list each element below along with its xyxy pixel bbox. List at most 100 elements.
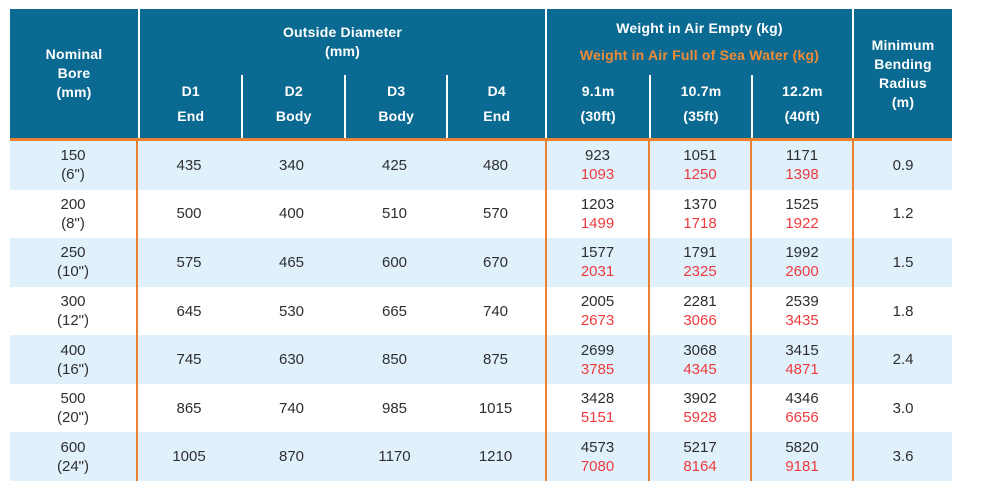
cell-weight-12-2m: 3415 4871 bbox=[750, 335, 852, 384]
weight-full-value: 1093 bbox=[580, 166, 615, 184]
table-row: 500 (20") 865 740 985 1015 3428 5151 390… bbox=[10, 383, 952, 433]
weight-subheaders: 9.1m (30ft) 10.7m (35ft) 12.2m (40ft) bbox=[547, 75, 852, 138]
subheader-d3-position: Body bbox=[378, 108, 415, 125]
weight-full-value: 2031 bbox=[580, 263, 615, 281]
table-row: 200 (8") 500 400 510 570 1203 1499 1370 … bbox=[10, 189, 952, 239]
cell-weight-9-1m: 1203 1499 bbox=[545, 189, 648, 239]
cell-weight-12-2m: 1525 1922 bbox=[750, 189, 852, 239]
cell-weight-10-7m: 5217 8164 bbox=[648, 432, 750, 482]
cell-weight-10-7m: 3068 4345 bbox=[648, 335, 750, 384]
subheader-length-10-7m-metres: 10.7m bbox=[680, 82, 722, 99]
cell-min-bending-radius: 1.5 bbox=[852, 238, 952, 287]
weight-full-value: 3066 bbox=[683, 312, 717, 330]
weight-empty-value: 5217 bbox=[683, 438, 717, 456]
weight-empty-value: 1171 bbox=[785, 147, 819, 165]
table-row: 250 (10") 575 465 600 670 1577 2031 1791… bbox=[10, 238, 952, 287]
cell-weight-12-2m: 1992 2600 bbox=[750, 238, 852, 287]
table-body: 150 (6") 435 340 425 480 923 1093 1051 1… bbox=[10, 141, 952, 482]
weight-full-value: 2325 bbox=[683, 263, 717, 281]
header-separator-rule bbox=[10, 138, 952, 141]
subheader-length-12-2m-metres: 12.2m bbox=[781, 82, 823, 99]
cell-weight-10-7m: 2281 3066 bbox=[648, 286, 750, 336]
weight-full-value: 3435 bbox=[785, 312, 819, 330]
subheader-length-12-2m: 12.2m (40ft) bbox=[750, 75, 852, 138]
weight-full-value: 3785 bbox=[580, 360, 615, 378]
subheader-length-12-2m-feet: (40ft) bbox=[784, 108, 821, 125]
weight-empty-value: 5820 bbox=[785, 438, 819, 456]
cell-d4: 670 bbox=[482, 253, 509, 271]
cell-min-bending-radius: 3.6 bbox=[852, 432, 952, 482]
cell-d2: 630 bbox=[278, 351, 305, 369]
cell-min-bending-radius: 0.9 bbox=[852, 141, 952, 190]
cell-nominal-bore: 600 (24") bbox=[10, 432, 138, 482]
weight-full-value: 5151 bbox=[580, 409, 615, 427]
weight-full-value: 1922 bbox=[785, 214, 819, 232]
subheader-length-9-1m: 9.1m (30ft) bbox=[547, 75, 649, 138]
cell-d3: 1170 bbox=[378, 448, 411, 466]
cell-d4: 480 bbox=[482, 156, 509, 174]
header-min-bending-radius: Minimum Bending Radius (m) bbox=[852, 9, 952, 138]
weight-empty-value: 3428 bbox=[580, 390, 615, 408]
cell-nominal-bore: 150 (6") bbox=[10, 141, 138, 190]
table-row: 300 (12") 645 530 665 740 2005 2673 2281… bbox=[10, 286, 952, 336]
cell-weight-9-1m: 923 1093 bbox=[545, 141, 648, 190]
weight-empty-value: 2281 bbox=[683, 293, 717, 311]
cell-nominal-bore: 400 (16") bbox=[10, 335, 138, 384]
header-weight-empty-title: Weight in Air Empty (kg) bbox=[616, 20, 783, 36]
cell-d3: 665 bbox=[381, 302, 408, 320]
table-row: 600 (24") 1005 870 1170 1210 4573 7080 5… bbox=[10, 432, 952, 482]
cell-weight-12-2m: 4346 6656 bbox=[750, 383, 852, 433]
cell-weight-12-2m: 5820 9181 bbox=[750, 432, 852, 482]
cell-d1: 435 bbox=[176, 156, 202, 174]
subheader-d4-id: D4 bbox=[487, 82, 506, 99]
weight-full-value: 8164 bbox=[683, 457, 717, 475]
weight-empty-value: 1992 bbox=[785, 244, 819, 262]
cell-weight-12-2m: 2539 3435 bbox=[750, 286, 852, 336]
weight-empty-value: 2539 bbox=[785, 293, 819, 311]
weight-full-value: 1398 bbox=[785, 166, 819, 184]
header-outside-diameter-title: Outside Diameter (mm) bbox=[282, 24, 403, 59]
weight-empty-value: 1577 bbox=[580, 244, 615, 262]
cell-nominal-bore: 300 (12") bbox=[10, 286, 138, 336]
weight-empty-value: 1203 bbox=[580, 195, 615, 213]
weight-empty-value: 3902 bbox=[683, 390, 717, 408]
cell-d1: 1005 bbox=[172, 448, 206, 466]
subheader-d3-id: D3 bbox=[387, 82, 406, 99]
weight-empty-value: 3068 bbox=[683, 341, 717, 359]
cell-d2: 465 bbox=[278, 253, 305, 271]
cell-d3: 425 bbox=[381, 156, 408, 174]
subheader-length-10-7m: 10.7m (35ft) bbox=[649, 75, 750, 138]
weight-full-value: 1499 bbox=[580, 214, 615, 232]
cell-d2: 340 bbox=[278, 156, 305, 174]
subheader-d1-position: End bbox=[177, 108, 205, 125]
weight-full-value: 9181 bbox=[785, 457, 819, 475]
weight-empty-value: 2005 bbox=[580, 293, 615, 311]
cell-d3: 600 bbox=[381, 253, 408, 271]
cell-d4: 1210 bbox=[478, 448, 513, 466]
cell-weight-9-1m: 2005 2673 bbox=[545, 286, 648, 336]
cell-d2: 530 bbox=[278, 302, 305, 320]
weight-empty-value: 1791 bbox=[683, 244, 717, 262]
cell-min-bending-radius: 1.2 bbox=[852, 189, 952, 239]
cell-d2: 400 bbox=[278, 205, 305, 223]
weight-full-value: 1250 bbox=[683, 166, 717, 184]
header-nominal-bore: Nominal Bore (mm) bbox=[45, 46, 103, 100]
cell-d2: 740 bbox=[278, 399, 305, 417]
weight-empty-value: 1051 bbox=[683, 147, 717, 165]
cell-d1: 575 bbox=[176, 253, 202, 271]
subheader-d3: D3 Body bbox=[343, 75, 447, 138]
weight-full-value: 6656 bbox=[785, 409, 819, 427]
cell-d4: 1015 bbox=[478, 399, 513, 417]
cell-d1: 865 bbox=[176, 399, 202, 417]
weight-empty-value: 4346 bbox=[785, 390, 819, 408]
weight-empty-value: 1370 bbox=[683, 195, 717, 213]
cell-min-bending-radius: 3.0 bbox=[852, 383, 952, 433]
cell-nominal-bore: 250 (10") bbox=[10, 238, 138, 287]
cell-d3: 850 bbox=[381, 351, 408, 369]
cell-d3: 510 bbox=[381, 205, 408, 223]
cell-nominal-bore: 500 (20") bbox=[10, 383, 138, 433]
subheader-d4: D4 End bbox=[446, 75, 545, 138]
subheader-d1: D1 End bbox=[140, 75, 241, 138]
weight-full-value: 5928 bbox=[683, 409, 717, 427]
weight-empty-value: 4573 bbox=[580, 438, 615, 456]
